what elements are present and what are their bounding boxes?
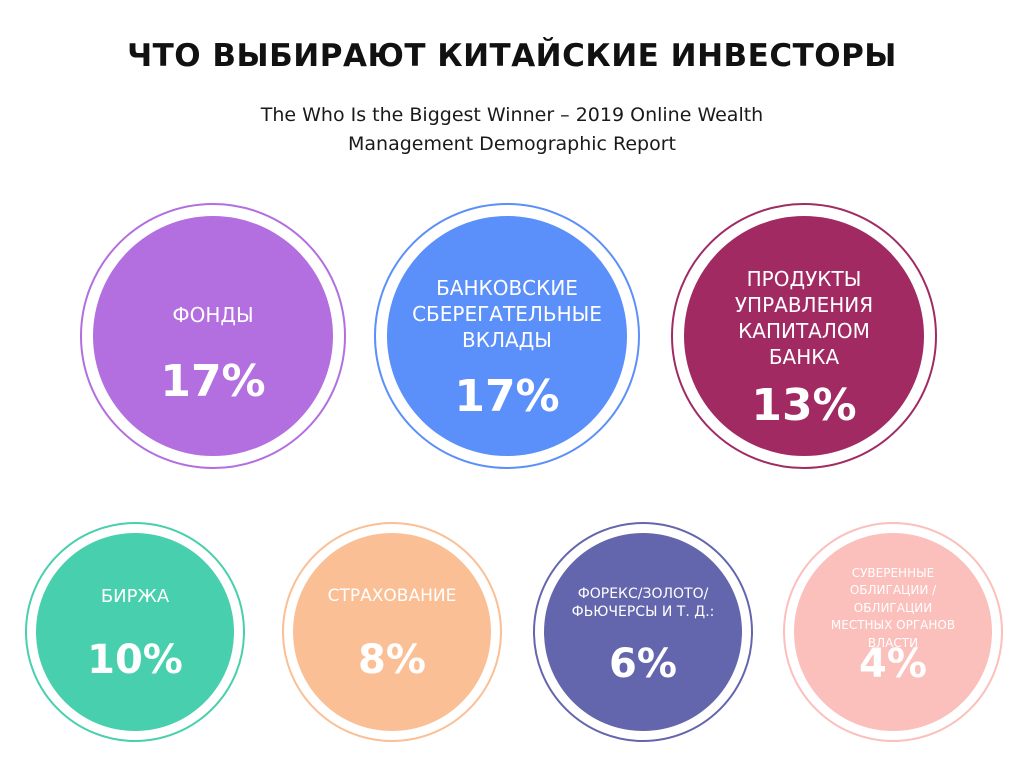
category-label: ПРОДУКТЫ УПРАВЛЕНИЯ КАПИТАЛОМ БАНКА [684,266,924,370]
subtitle-line: The Who Is the Biggest Winner – 2019 Onl… [260,104,764,126]
category-label-line: ФЬЮЧЕРСЫ И Т. Д.: [571,604,715,621]
category-label-line: БАНКОВСКИЕ [436,276,578,300]
category-label: БИРЖА [36,585,234,608]
category-percent: 10% [87,637,183,683]
category-circle-funds: ФОНДЫ 17% [80,203,346,469]
category-circle-forex-gold-futures: ФОРЕКС/ЗОЛОТО/ ФЬЮЧЕРСЫ И Т. Д.: 6% [533,522,753,742]
category-label: ФОНДЫ [93,302,333,328]
category-label: СУВЕРЕННЫЕ ОБЛИГАЦИИ / ОБЛИГАЦИИ МЕСТНЫХ… [794,565,992,652]
category-label-line: ОБЛИГАЦИИ / [849,583,937,598]
category-label: СТРАХОВАНИЕ [293,585,491,607]
category-label: ФОРЕКС/ЗОЛОТО/ ФЬЮЧЕРСЫ И Т. Д.: [544,585,742,621]
category-percent: 17% [454,371,560,422]
category-disc: БАНКОВСКИЕ СБЕРЕГАТЕЛЬНЫЕ ВКЛАДЫ 17% [387,216,627,456]
category-label-line: ФОРЕКС/ЗОЛОТО/ [577,586,709,602]
category-label-line: ОБЛИГАЦИИ [853,600,933,615]
category-percent: 4% [859,641,927,687]
category-circle-bank-deposits: БАНКОВСКИЕ СБЕРЕГАТЕЛЬНЫЕ ВКЛАДЫ 17% [374,203,640,469]
category-percent: 17% [160,356,266,407]
category-percent: 8% [358,637,426,683]
category-disc: СТРАХОВАНИЕ 8% [293,533,491,731]
category-label-line: ФОНДЫ [172,303,254,327]
subtitle-line: Management Demographic Report [347,133,677,155]
category-circle-insurance: СТРАХОВАНИЕ 8% [282,522,502,742]
category-label-line: МЕСТНЫХ ОРГАНОВ [830,618,956,633]
category-disc: ФОРЕКС/ЗОЛОТО/ ФЬЮЧЕРСЫ И Т. Д.: 6% [544,533,742,731]
category-label-line: СБЕРЕГАТЕЛЬНЫЕ [412,302,602,326]
category-label-line: ВКЛАДЫ [462,328,552,352]
category-disc: ПРОДУКТЫ УПРАВЛЕНИЯ КАПИТАЛОМ БАНКА 13% [684,216,924,456]
category-disc: ФОНДЫ 17% [93,216,333,456]
page-title: ЧТО ВЫБИРАЮТ КИТАЙСКИЕ ИНВЕСТОРЫ [127,38,897,74]
category-label-line: УПРАВЛЕНИЯ [734,293,874,317]
category-percent: 6% [609,641,677,687]
category-percent: 13% [751,380,857,431]
category-label-line: БИРЖА [100,586,170,607]
category-circle-bank-wealth-products: ПРОДУКТЫ УПРАВЛЕНИЯ КАПИТАЛОМ БАНКА 13% [671,203,937,469]
category-label-line: БАНКА [768,345,840,369]
category-label-line: ПРОДУКТЫ [746,267,862,291]
category-circle-stock-exchange: БИРЖА 10% [25,522,245,742]
category-circle-sovereign-bonds: СУВЕРЕННЫЕ ОБЛИГАЦИИ / ОБЛИГАЦИИ МЕСТНЫХ… [783,522,1003,742]
page-subtitle: The Who Is the Biggest Winner – 2019 Onl… [0,101,1024,159]
category-disc: БИРЖА 10% [36,533,234,731]
category-label-line: ВЛАСТИ [867,635,919,650]
category-label: БАНКОВСКИЕ СБЕРЕГАТЕЛЬНЫЕ ВКЛАДЫ [387,275,627,353]
category-label-line: СУВЕРЕННЫЕ [851,566,935,580]
category-disc: СУВЕРЕННЫЕ ОБЛИГАЦИИ / ОБЛИГАЦИИ МЕСТНЫХ… [794,533,992,731]
category-label-line: СТРАХОВАНИЕ [327,586,457,606]
category-label-line: КАПИТАЛОМ [738,319,870,343]
